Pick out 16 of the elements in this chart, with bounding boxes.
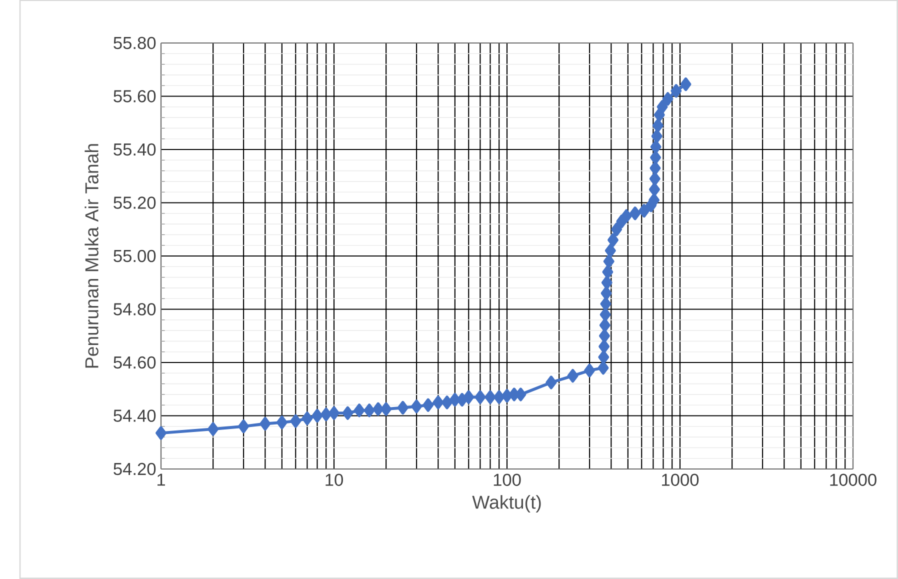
y-tick-label: 54.60: [114, 356, 156, 369]
x-tick-label: 1: [158, 474, 165, 486]
x-tick-label: 10: [326, 474, 343, 486]
x-tick-label: 1000: [662, 474, 699, 486]
y-tick-label: 54.80: [114, 303, 156, 316]
y-tick-label: 55.20: [114, 196, 156, 209]
x-tick-label: 100: [494, 474, 521, 486]
y-tick-label: 54.40: [114, 410, 156, 422]
y-tick-label: 55.00: [114, 250, 156, 262]
y-tick-label: 55.80: [114, 36, 156, 50]
x-axis-title: Waktu(t): [472, 495, 541, 513]
y-tick-label: 55.60: [114, 90, 156, 102]
x-tick-label: 10000: [830, 474, 876, 486]
y-tick-label: 55.40: [114, 143, 156, 156]
y-tick-label: 54.20: [114, 462, 156, 476]
y-axis-title: Penurunan Muka Air Tanah: [84, 144, 98, 368]
